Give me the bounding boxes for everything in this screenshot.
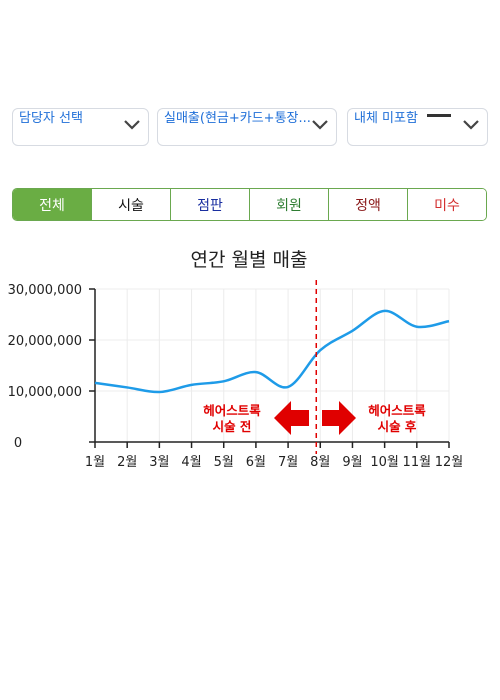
y-tick-label: 30,000,000	[8, 283, 82, 298]
monthly-sales-chart: 연간 월별 매출 0 10,000,000 20,000,000 30,000,000…	[8, 249, 464, 470]
sales-line	[94, 309, 450, 394]
filter-bar: 담당자 선택 실매출(현금+카드+통장... 내체 미포함	[12, 108, 488, 148]
staff-select[interactable]: 담당자 선택	[12, 108, 149, 146]
chevron-down-icon	[312, 120, 328, 130]
tab-all[interactable]: 전체	[13, 189, 91, 220]
dash-mark	[427, 114, 451, 117]
x-tick-label: 6월	[246, 455, 266, 470]
tab-treatment[interactable]: 시술	[91, 189, 170, 220]
tab-unpaid[interactable]: 미수	[407, 189, 486, 220]
sales-type-select-value: 실매출(현금+카드+통장...	[164, 111, 311, 126]
x-tick-label: 5월	[214, 455, 234, 470]
x-tick-label: 4월	[181, 455, 201, 470]
chevron-down-icon	[124, 120, 140, 130]
annotation-before-text: 시술 전	[213, 419, 252, 434]
tab-prepaid[interactable]: 정액	[328, 189, 407, 220]
tab-member[interactable]: 회원	[249, 189, 328, 220]
chevron-down-icon	[463, 120, 479, 130]
x-tick-label: 7월	[278, 455, 298, 470]
x-tick-label: 11월	[403, 455, 432, 470]
x-tick-label: 2월	[117, 455, 137, 470]
x-tick-label: 8월	[310, 455, 330, 470]
annotation-after-text: 헤어스트록	[368, 403, 426, 418]
annotation-after-text: 시술 후	[378, 419, 417, 434]
arrow-right-icon	[322, 401, 356, 435]
staff-select-value: 담당자 선택	[19, 111, 83, 126]
y-tick-label: 0	[14, 436, 22, 451]
chart-title: 연간 월별 매출	[191, 249, 308, 271]
arrow-left-icon	[274, 401, 309, 435]
tab-retail[interactable]: 점판	[170, 189, 249, 220]
x-tick-label: 1월	[85, 455, 105, 470]
x-tick-label: 3월	[149, 455, 169, 470]
y-tick-label: 20,000,000	[8, 334, 82, 349]
sales-type-select[interactable]: 실매출(현금+카드+통장...	[157, 108, 337, 146]
x-tick-label: 12월	[435, 455, 464, 470]
annotation-before-text: 헤어스트록	[203, 403, 261, 418]
chart-axes	[89, 288, 450, 448]
option-select-value: 내체 미포함	[354, 111, 418, 126]
category-tabs: 전체 시술 점판 회원 정액 미수	[12, 188, 487, 221]
option-select[interactable]: 내체 미포함	[347, 108, 488, 146]
x-tick-label: 9월	[342, 455, 362, 470]
y-tick-labels: 0 10,000,000 20,000,000 30,000,000	[8, 283, 82, 451]
x-tick-labels: 1월 2월 3월 4월 5월 6월 7월 8월 9월 10월 11월 12월	[85, 455, 463, 470]
x-tick-label: 10월	[370, 455, 399, 470]
y-tick-label: 10,000,000	[8, 385, 82, 400]
